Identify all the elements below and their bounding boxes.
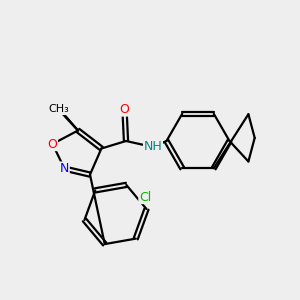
Text: CH₃: CH₃: [48, 104, 69, 115]
Text: O: O: [120, 103, 129, 116]
Text: NH: NH: [144, 140, 162, 154]
Text: O: O: [48, 137, 57, 151]
Text: Cl: Cl: [139, 190, 151, 203]
Text: N: N: [60, 162, 69, 175]
